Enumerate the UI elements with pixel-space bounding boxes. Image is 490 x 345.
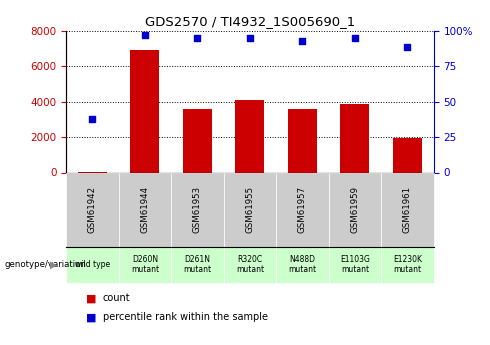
Text: percentile rank within the sample: percentile rank within the sample xyxy=(103,313,268,322)
Bar xyxy=(78,171,107,172)
Bar xyxy=(393,138,422,172)
Text: N488D
mutant: N488D mutant xyxy=(288,255,317,275)
Point xyxy=(403,44,411,49)
Bar xyxy=(341,104,369,172)
Text: ■: ■ xyxy=(86,294,96,303)
Bar xyxy=(183,109,212,172)
Text: ▶: ▶ xyxy=(50,260,58,270)
Text: count: count xyxy=(103,294,130,303)
Text: E1103G
mutant: E1103G mutant xyxy=(340,255,370,275)
Text: ■: ■ xyxy=(86,313,96,322)
Point xyxy=(89,116,97,121)
Text: R320C
mutant: R320C mutant xyxy=(236,255,264,275)
Text: GSM61959: GSM61959 xyxy=(350,186,359,233)
Text: E1230K
mutant: E1230K mutant xyxy=(393,255,422,275)
Point xyxy=(194,36,201,41)
Text: GSM61957: GSM61957 xyxy=(298,186,307,233)
Bar xyxy=(130,50,159,172)
Point xyxy=(246,36,254,41)
Text: wild type: wild type xyxy=(75,260,110,269)
Text: GSM61942: GSM61942 xyxy=(88,186,97,233)
Text: GSM61944: GSM61944 xyxy=(141,186,149,233)
Text: GSM61953: GSM61953 xyxy=(193,186,202,233)
Point xyxy=(298,38,306,44)
Text: genotype/variation: genotype/variation xyxy=(5,260,87,269)
Title: GDS2570 / TI4932_1S005690_1: GDS2570 / TI4932_1S005690_1 xyxy=(145,16,355,29)
Text: D261N
mutant: D261N mutant xyxy=(183,255,212,275)
Bar xyxy=(288,109,317,172)
Text: GSM61961: GSM61961 xyxy=(403,186,412,233)
Text: GSM61955: GSM61955 xyxy=(245,186,254,233)
Point xyxy=(141,32,149,38)
Text: D260N
mutant: D260N mutant xyxy=(131,255,159,275)
Point xyxy=(351,36,359,41)
Bar xyxy=(236,100,264,172)
